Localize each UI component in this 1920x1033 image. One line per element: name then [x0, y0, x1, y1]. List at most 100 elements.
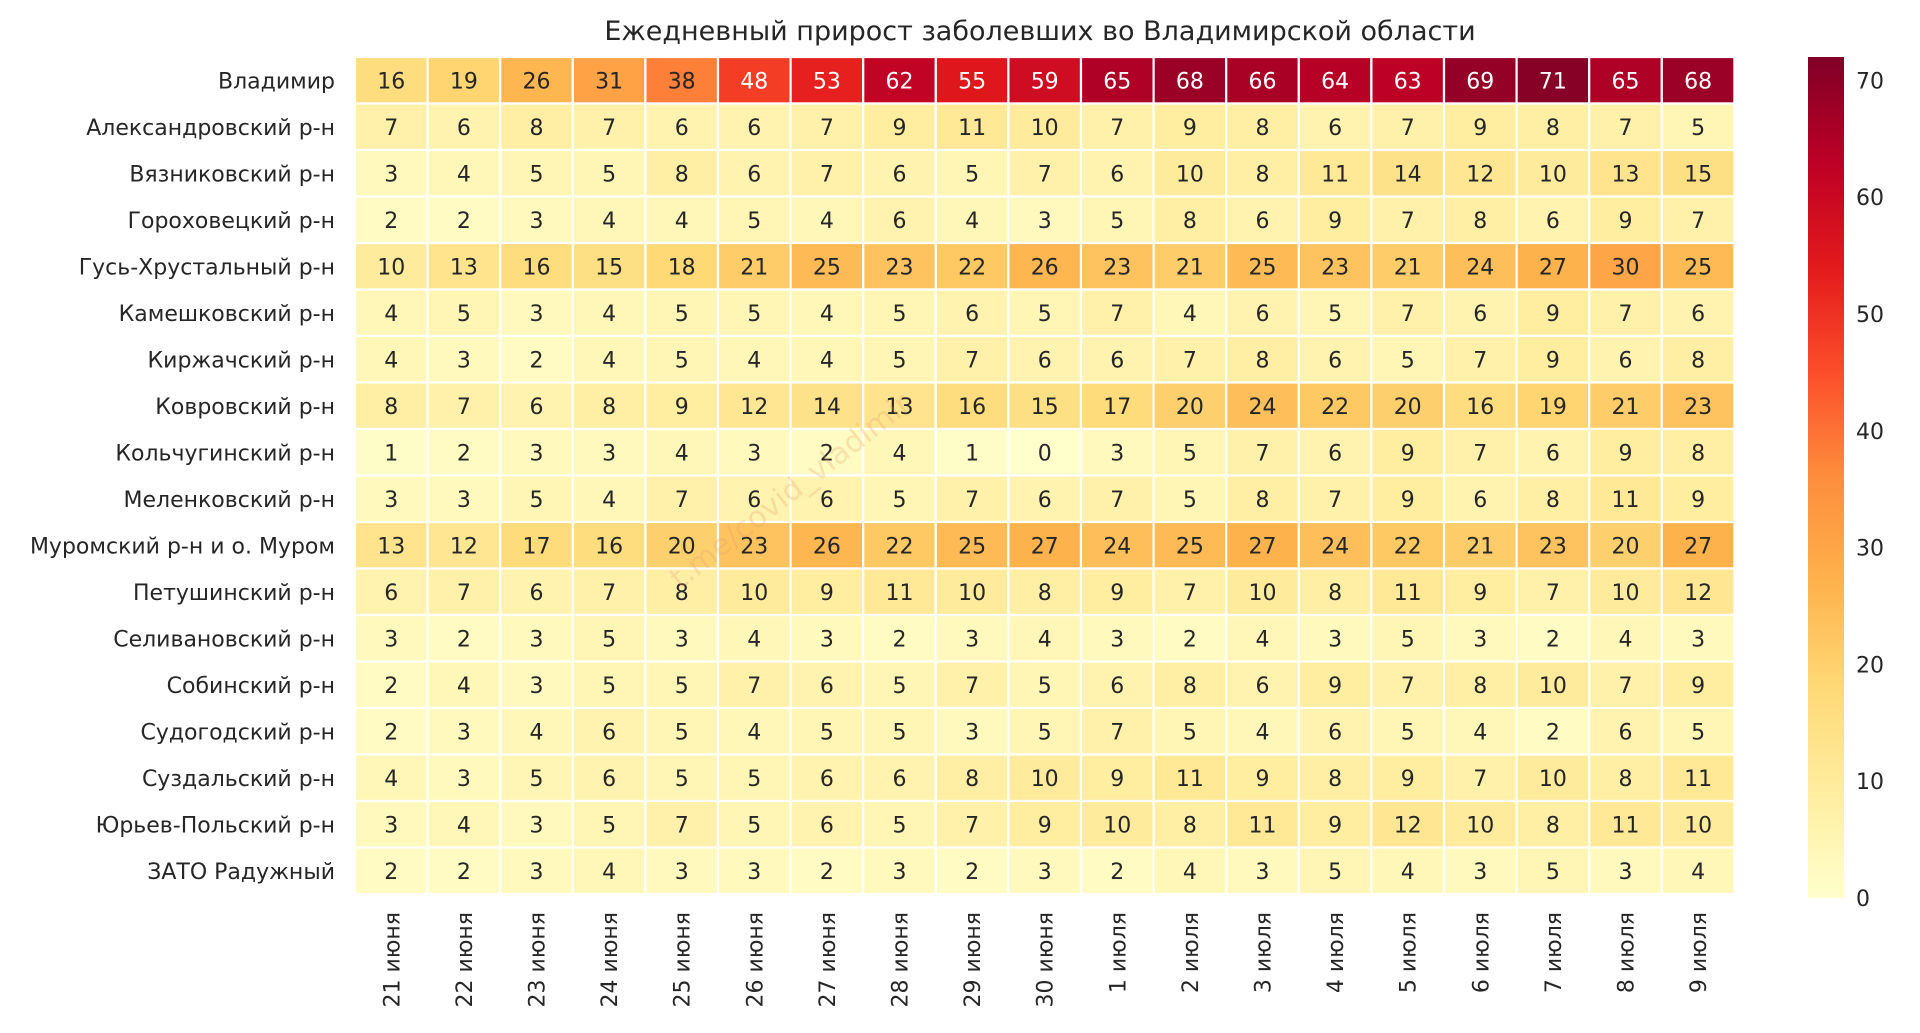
cell-value-label: 3 [602, 441, 616, 466]
cell-value-label: 5 [1691, 116, 1705, 141]
cell-value-label: 9 [1110, 581, 1124, 606]
cell-value-label: 5 [457, 302, 471, 327]
cell-value-label: 4 [675, 441, 689, 466]
cell-value-label: 2 [384, 860, 398, 885]
heatmap-cell [1442, 660, 1518, 710]
heatmap-cell [789, 148, 865, 198]
heatmap-cell [1660, 567, 1736, 617]
cell-value-label: 7 [1473, 441, 1487, 466]
cell-value-label: 12 [740, 395, 768, 420]
cell-value-label: 25 [958, 534, 986, 559]
column-label: 3 июля [1252, 912, 1277, 993]
cell-value-label: 2 [893, 627, 907, 652]
cell-value-label: 8 [1183, 209, 1197, 234]
cell-value-label: 7 [602, 116, 616, 141]
column-label: 5 июля [1397, 912, 1422, 993]
row-label: Вязниковский р-н [129, 162, 335, 187]
cell-value-label: 22 [1321, 395, 1349, 420]
heatmap-cell [862, 427, 937, 477]
cell-value-label: 5 [893, 813, 907, 838]
cell-value-label: 6 [675, 116, 689, 141]
heatmap-cell [1297, 427, 1373, 477]
cell-value-label: 7 [965, 348, 979, 373]
cell-value-label: 3 [457, 488, 471, 513]
heatmap-cell [1660, 520, 1736, 570]
cell-value-label: 7 [384, 116, 398, 141]
heatmap-cell [499, 567, 574, 617]
cell-value-label: 5 [1546, 860, 1560, 885]
cell-value-label: 22 [886, 534, 914, 559]
heatmap-cell [1370, 148, 1446, 198]
heatmap-cell [1007, 799, 1083, 849]
cell-value-label: 4 [457, 162, 471, 187]
cell-value-label: 6 [602, 767, 616, 792]
cell-value-label: 11 [1321, 162, 1349, 187]
cell-value-label: 11 [886, 581, 914, 606]
cell-value-label: 10 [1612, 581, 1640, 606]
heatmap-cell [934, 427, 1010, 477]
cell-value-label: 38 [668, 69, 696, 94]
cell-value-label: 7 [1183, 348, 1197, 373]
cell-value-label: 55 [958, 69, 986, 94]
heatmap-cell [1079, 799, 1155, 849]
heatmap-cell [1007, 148, 1083, 198]
cell-value-label: 64 [1321, 69, 1349, 94]
heatmap-cell [1152, 102, 1228, 152]
cell-value-label: 5 [675, 720, 689, 745]
cell-value-label: 12 [1466, 162, 1494, 187]
cell-value-label: 18 [668, 255, 696, 280]
cell-value-label: 5 [893, 348, 907, 373]
heatmap-cell [1079, 148, 1155, 198]
heatmap-cell [1007, 846, 1083, 896]
heatmap-cell [1152, 846, 1228, 896]
heatmap-cell [1297, 660, 1373, 710]
heatmap-cell [1442, 706, 1518, 756]
cell-value-label: 9 [1619, 209, 1633, 234]
cell-value-label: 2 [457, 627, 471, 652]
cell-value-label: 10 [1684, 813, 1712, 838]
cell-value-label: 5 [675, 767, 689, 792]
cell-value-label: 26 [813, 534, 841, 559]
heatmap-cell [1660, 55, 1736, 105]
cell-value-label: 13 [886, 395, 914, 420]
cell-value-label: 6 [965, 302, 979, 327]
cell-value-label: 65 [1612, 69, 1640, 94]
heatmap-cell [571, 148, 647, 198]
cell-value-label: 11 [1612, 488, 1640, 513]
cell-value-label: 7 [457, 395, 471, 420]
cell-value-label: 7 [820, 162, 834, 187]
cell-value-label: 9 [820, 581, 834, 606]
cell-value-label: 5 [602, 162, 616, 187]
cell-value-label: 6 [1256, 674, 1270, 699]
cell-value-label: 7 [1473, 767, 1487, 792]
cell-value-label: 5 [747, 302, 761, 327]
cell-value-label: 4 [602, 348, 616, 373]
cell-value-label: 6 [1328, 441, 1342, 466]
cell-value-label: 3 [384, 162, 398, 187]
cell-value-label: 6 [1328, 116, 1342, 141]
column-label: 24 июня [598, 912, 623, 1007]
cell-value-label: 7 [1619, 302, 1633, 327]
cell-value-label: 8 [675, 581, 689, 606]
cell-value-label: 4 [1401, 860, 1415, 885]
heatmap-cell [571, 288, 647, 338]
cell-value-label: 8 [1546, 488, 1560, 513]
heatmap-cell [1442, 474, 1518, 524]
cell-value-label: 3 [675, 627, 689, 652]
cell-value-label: 4 [747, 627, 761, 652]
heatmap-cell [1588, 102, 1663, 152]
colorbar-tick-label: 0 [1856, 887, 1870, 912]
cell-value-label: 16 [958, 395, 986, 420]
cell-value-label: 24 [1466, 255, 1494, 280]
heatmap-cell [1660, 241, 1736, 291]
cell-value-label: 6 [1619, 720, 1633, 745]
heatmap-cell [934, 660, 1010, 710]
cell-value-label: 23 [886, 255, 914, 280]
cell-value-label: 8 [530, 116, 544, 141]
heatmap-cell [1588, 520, 1663, 570]
cell-value-label: 11 [958, 116, 986, 141]
cell-value-label: 5 [530, 488, 544, 513]
heatmap-cell [862, 334, 937, 384]
cell-value-label: 6 [1256, 302, 1270, 327]
